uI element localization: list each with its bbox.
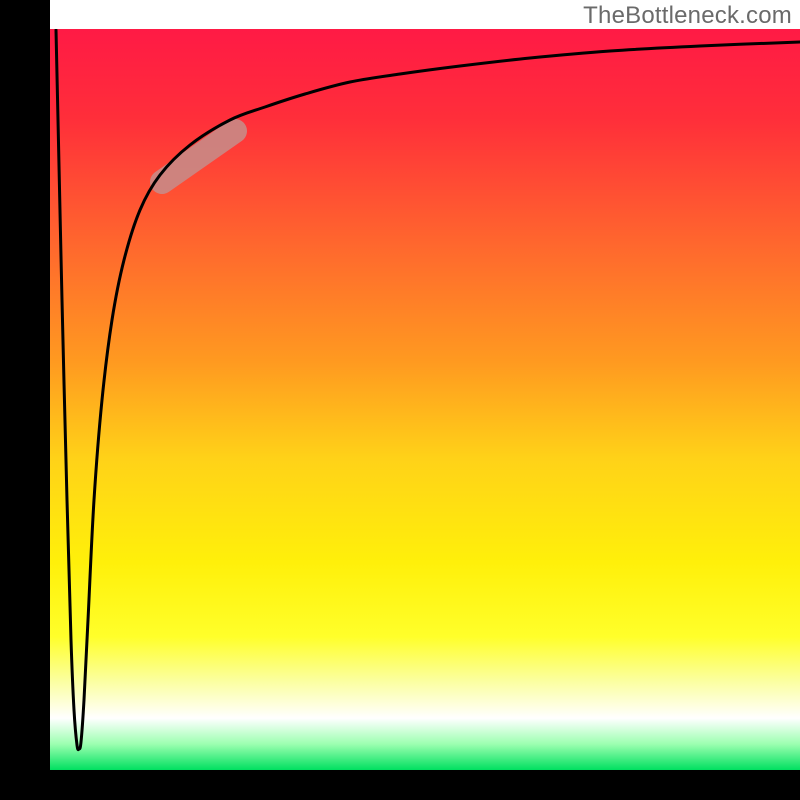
attribution-text: TheBottleneck.com [583, 2, 792, 30]
chart-svg [0, 0, 800, 800]
bottleneck-chart: TheBottleneck.com [0, 0, 800, 800]
axis-bottom-border [0, 770, 800, 800]
axis-left-border [0, 0, 50, 800]
plot-background [50, 29, 800, 770]
